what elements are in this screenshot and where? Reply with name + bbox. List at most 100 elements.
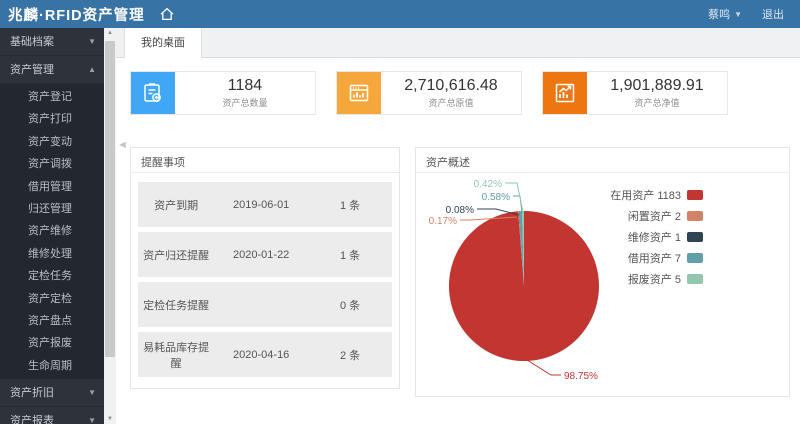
reminder-name: 资产到期 xyxy=(154,199,199,212)
pie-percent-label: 0.42% xyxy=(474,179,502,190)
sidebar-item[interactable]: 资产维修 xyxy=(28,225,72,238)
stat-label: 资产总净值 xyxy=(634,98,680,108)
pie-chart[interactable]: 98.75% 0.17%0.08% 0.58% 0.42% xyxy=(416,173,791,395)
stat-value: 1,901,889.91 xyxy=(610,77,704,94)
chevron-down-icon: ▼ xyxy=(88,387,96,397)
legend-swatch xyxy=(687,273,703,284)
sidebar-item[interactable]: 资产登记 xyxy=(28,91,72,103)
reminders-panel: 提醒事项 资产到期 2019-06-01 1 条资产归还提醒 2020-01-22 1 … xyxy=(130,147,400,389)
reminder-name: 资产归还提醒 xyxy=(143,249,210,262)
sidebar-group[interactable]: 基础档案 ▼ xyxy=(0,28,104,56)
chart-growth-icon xyxy=(543,72,587,114)
pie-slice[interactable] xyxy=(448,211,599,361)
sidebar-item[interactable]: 资产调拨 xyxy=(28,158,72,171)
pie-label-line xyxy=(460,216,518,221)
sidebar-item[interactable]: 定检任务 xyxy=(28,270,72,283)
legend-item[interactable]: 维修资产 1 xyxy=(610,226,703,247)
sidebar-group[interactable]: 资产折旧 ▼ xyxy=(0,379,104,408)
chart-legend: 在用资产 1183 闲置资产 2 维修资产 1 借用资产 7 报废资产 5 xyxy=(610,184,703,289)
reminder-name: 易耗品库存提醒 xyxy=(143,341,210,370)
stat-value: 2,710,616.48 xyxy=(404,77,498,94)
sidebar-item[interactable]: 维修处理 xyxy=(28,247,72,260)
app-title: 兆麟·RFID资产管理 xyxy=(8,7,145,24)
logout-button[interactable]: 退出 xyxy=(762,9,784,21)
reminder-row[interactable]: 资产到期 2019-06-01 1 条 xyxy=(138,182,392,227)
legend-label: 报废资产 5 xyxy=(627,273,681,286)
sidebar-item[interactable]: 生命周期 xyxy=(28,359,72,372)
sidebar: 基础档案 ▼ 资产管理 ▲ 资产登记资产打印资产变动资产调拨借用管理归还管理资产维修维修… xyxy=(0,28,104,424)
reminder-row[interactable]: 定检任务提醒 0 条 xyxy=(138,282,392,327)
legend-swatch xyxy=(687,189,703,200)
pie-percent-label: 0.08% xyxy=(446,205,474,216)
sidebar-group-label: 基础档案 xyxy=(10,35,54,48)
reminder-date: 2020-04-16 xyxy=(233,348,290,361)
pie-label-line xyxy=(526,359,561,376)
sidebar-group-label: 资产管理 xyxy=(10,63,54,76)
chevron-up-icon: ▲ xyxy=(88,64,96,74)
legend-item[interactable]: 借用资产 7 xyxy=(610,247,703,268)
reminder-count: 2 条 xyxy=(339,349,361,362)
clipboard-plus-icon xyxy=(131,72,175,114)
sidebar-item[interactable]: 资产打印 xyxy=(28,113,72,126)
legend-item[interactable]: 在用资产 1183 xyxy=(610,184,703,205)
sidebar-scrollbar[interactable]: ▲ ▼ xyxy=(104,28,116,424)
collapse-left-icon[interactable]: ◄ xyxy=(117,139,128,151)
sidebar-group-label: 资产报表 xyxy=(10,414,54,424)
sidebar-item[interactable]: 资产定检 xyxy=(28,292,72,305)
reminder-row[interactable]: 资产归还提醒 2020-01-22 1 条 xyxy=(138,232,392,277)
legend-swatch xyxy=(687,252,703,263)
sidebar-item[interactable]: 借用管理 xyxy=(28,180,72,193)
header-right: 蔡鸣 ▼ 退出 xyxy=(708,6,800,22)
stat-value: 1184 xyxy=(227,77,263,94)
stat-card-body: 2,710,616.48 资产总原值 xyxy=(381,72,521,114)
sidebar-item[interactable]: 资产报废 xyxy=(28,337,72,350)
sidebar-item[interactable]: 资产盘点 xyxy=(28,314,72,327)
chevron-down-icon: ▼ xyxy=(88,36,96,46)
pie-slice[interactable] xyxy=(519,211,524,286)
app-header: 兆麟·RFID资产管理 蔡鸣 ▼ 退出 xyxy=(0,0,800,28)
pie-slice[interactable] xyxy=(518,211,524,286)
pie-percent-label: 98.75% xyxy=(564,371,598,382)
stat-cards: 1184 资产总数量 2,710,616.48 资产总原值 1,901,889.91 资产… xyxy=(130,71,800,115)
content: 1184 资产总数量 2,710,616.48 资产总原值 1,901,889.91 资产… xyxy=(116,58,800,397)
pie-slice[interactable] xyxy=(522,211,524,286)
legend-item[interactable]: 闲置资产 2 xyxy=(610,205,703,226)
user-menu[interactable]: 蔡鸣 ▼ xyxy=(708,6,742,22)
sidebar-item[interactable]: 资产变动 xyxy=(28,135,72,148)
pie-label-line xyxy=(477,208,520,216)
stat-card: 1,901,889.91 资产总净值 xyxy=(542,71,728,115)
sidebar-submenu: 资产登记资产打印资产变动资产调拨借用管理归还管理资产维修维修处理定检任务资产定检… xyxy=(0,84,104,380)
legend-swatch xyxy=(687,231,703,242)
reminder-count: 1 条 xyxy=(339,199,361,212)
user-name: 蔡鸣 xyxy=(708,9,731,21)
stat-label: 资产总原值 xyxy=(428,98,474,108)
stat-card: 2,710,616.48 资产总原值 xyxy=(336,71,522,115)
main-area: 我的桌面 ◄ 1184 资产总数量 2,710,616.48 资产总原值 1,901,8… xyxy=(116,28,800,424)
legend-label: 闲置资产 2 xyxy=(627,210,681,223)
chevron-down-icon: ▼ xyxy=(88,415,96,424)
scroll-up-icon[interactable]: ▲ xyxy=(107,30,113,36)
tab-my-desktop[interactable]: 我的桌面 xyxy=(124,28,202,58)
sidebar-group[interactable]: 资产管理 ▲ xyxy=(0,56,104,84)
reminder-name: 定检任务提醒 xyxy=(143,299,210,312)
pie-slice[interactable] xyxy=(518,211,524,286)
window-chart-icon xyxy=(337,72,381,114)
pie-label-line xyxy=(505,182,524,213)
stat-card-body: 1184 资产总数量 xyxy=(175,72,315,114)
reminder-date: 2019-06-01 xyxy=(233,198,290,211)
sidebar-group[interactable]: 资产报表 ▼ xyxy=(0,407,104,424)
reminder-row[interactable]: 易耗品库存提醒 2020-04-16 2 条 xyxy=(138,332,392,377)
pie-percent-label: 0.17% xyxy=(429,216,457,227)
legend-label: 在用资产 1183 xyxy=(610,189,681,202)
legend-label: 借用资产 7 xyxy=(627,252,681,265)
scrollbar-thumb[interactable] xyxy=(105,41,115,357)
stat-card: 1184 资产总数量 xyxy=(130,71,316,115)
overview-title: 资产概述 xyxy=(416,148,789,173)
sidebar-item[interactable]: 归还管理 xyxy=(28,202,72,215)
reminder-count: 1 条 xyxy=(339,249,361,262)
stat-card-body: 1,901,889.91 资产总净值 xyxy=(587,72,727,114)
legend-item[interactable]: 报废资产 5 xyxy=(610,268,703,289)
home-icon[interactable] xyxy=(159,6,175,22)
scroll-down-icon[interactable]: ▼ xyxy=(107,416,113,422)
